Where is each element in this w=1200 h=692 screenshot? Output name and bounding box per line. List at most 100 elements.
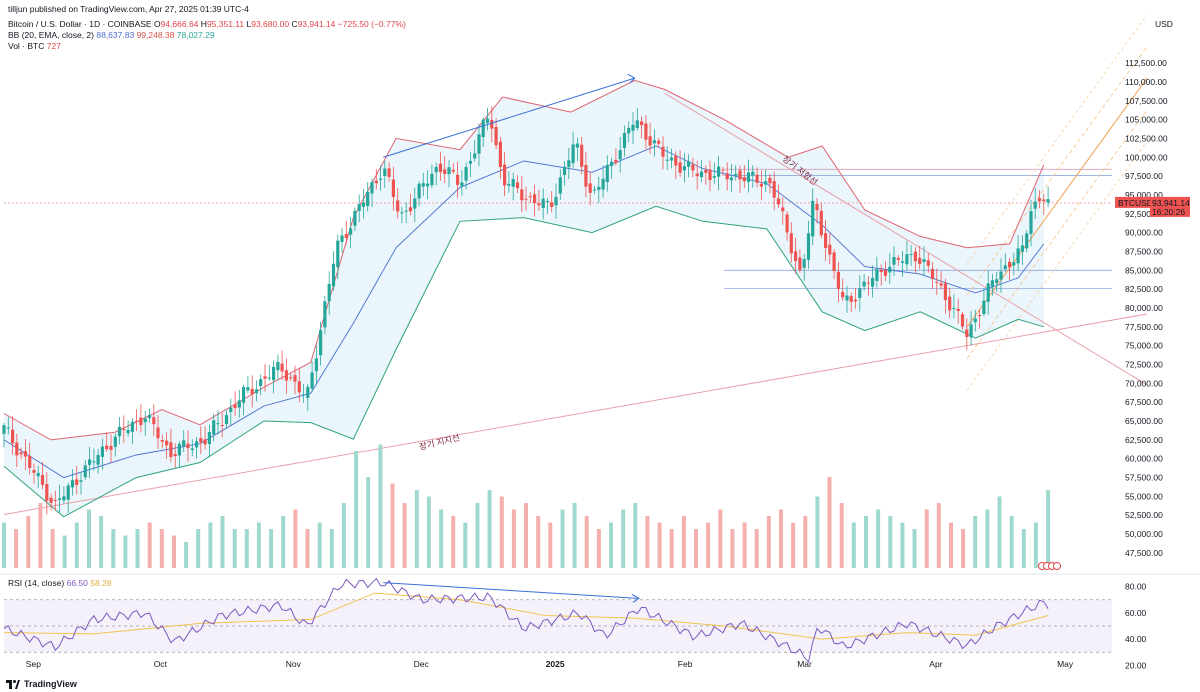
volume-bar <box>536 516 541 568</box>
rsi-ma-value: 58.28 <box>90 578 112 588</box>
footer-brand: TradingView <box>24 679 77 689</box>
volume-bar <box>912 529 917 568</box>
candle-body <box>995 279 999 284</box>
candle-body <box>130 421 134 432</box>
y-axis-tick-label: 110,000.00 <box>1125 77 1167 87</box>
candle-body <box>618 150 622 160</box>
candle-body <box>678 162 682 173</box>
volume-bar <box>961 529 966 568</box>
y-axis-tick-label: 65,000.00 <box>1125 416 1163 426</box>
candle-body <box>738 170 742 180</box>
volume-bar <box>791 522 796 568</box>
candle-body <box>832 252 836 271</box>
candle-body <box>507 183 511 186</box>
candle-body <box>845 295 849 301</box>
candle-body <box>344 234 348 238</box>
symbol-ohlc-line: Bitcoin / U.S. Dollar · 1D · COINBASE O9… <box>8 19 406 29</box>
y-axis-tick-label: 92,500.00 <box>1125 209 1163 219</box>
candle-body <box>169 442 173 457</box>
candle-body <box>468 160 472 164</box>
close-value: 93,941.14 <box>297 19 336 29</box>
x-axis-tick-label: Mar <box>797 659 812 669</box>
volume-bar <box>584 516 589 568</box>
candle-body <box>815 204 819 211</box>
candle-body <box>648 136 652 146</box>
volume-bar <box>851 522 856 568</box>
volume-bar <box>208 522 213 568</box>
candle-body <box>96 454 100 465</box>
low-label: L <box>246 19 252 29</box>
x-axis-tick-label: Dec <box>414 659 430 669</box>
candle-body <box>605 165 609 182</box>
candle-body <box>575 143 579 148</box>
volume-legend-line[interactable]: Vol · BTC 727 <box>8 41 61 51</box>
candle-body <box>674 155 678 166</box>
candle-body <box>772 181 776 198</box>
candle-body <box>661 146 665 157</box>
candle-body <box>841 292 845 298</box>
candle-body <box>224 415 229 425</box>
candle-body <box>408 207 413 212</box>
divergence-arrow-rsi <box>383 582 640 599</box>
candle-body <box>973 318 977 323</box>
rsi-y-tick-label: 20.00 <box>1125 660 1147 670</box>
candle-body <box>695 173 699 177</box>
candle-body <box>969 324 973 338</box>
rsi-legend[interactable]: RSI (14, close) 66.50 58.28 <box>8 578 112 588</box>
candle-body <box>152 417 156 425</box>
volume-bar <box>463 522 468 568</box>
y-axis-tick-label: 97,500.00 <box>1125 171 1163 181</box>
volume-bar <box>196 529 201 568</box>
candle-body <box>742 177 746 182</box>
volume-bar <box>997 496 1002 568</box>
currency-label[interactable]: USD <box>1155 19 1173 29</box>
candle-body <box>580 144 584 167</box>
volume-bar <box>657 522 662 568</box>
candle-body <box>32 470 36 473</box>
candle-body <box>759 183 763 187</box>
candle-body <box>990 280 994 287</box>
open-label: O <box>153 19 161 29</box>
candle-body <box>122 429 126 431</box>
candle-body <box>755 174 759 183</box>
candle-body <box>999 271 1003 280</box>
candle-body <box>640 121 644 126</box>
candle-body <box>182 440 186 447</box>
tradingview-logo-icon <box>6 679 20 689</box>
candle-body <box>391 179 395 197</box>
candle-body <box>905 254 909 265</box>
symbol-tag-label: BTCUSD <box>1118 198 1153 208</box>
volume-bar <box>572 503 577 568</box>
candle-body <box>23 451 27 457</box>
candle-body <box>143 418 147 423</box>
candle-body <box>918 257 922 264</box>
candle-body <box>58 498 62 500</box>
candle-body <box>1016 248 1020 264</box>
y-axis-tick-label: 85,000.00 <box>1125 265 1163 275</box>
volume-bar <box>341 503 346 568</box>
volume-bar <box>74 522 79 568</box>
bb-legend-line[interactable]: BB (20, EMA, close, 2) 88,637.83 99,248.… <box>8 30 215 40</box>
candle-body <box>340 235 344 243</box>
open-value: 94,666.64 <box>160 19 199 29</box>
low-value: 93,680.00 <box>251 19 290 29</box>
vol-label: Vol · BTC <box>8 41 45 51</box>
candle-body <box>785 214 789 233</box>
candle-body <box>567 160 571 167</box>
candle-body <box>203 439 207 445</box>
y-axis-tick-label: 57,500.00 <box>1125 473 1163 483</box>
tradingview-footer[interactable]: TradingView <box>6 679 77 689</box>
volume-bar <box>864 516 868 568</box>
symbol-title[interactable]: Bitcoin / U.S. Dollar · 1D · COINBASE <box>8 19 152 29</box>
candle-body <box>314 358 318 372</box>
candle-body <box>404 210 408 212</box>
volume-bar <box>1046 490 1051 568</box>
candle-body <box>421 183 425 187</box>
symbol-tag-box <box>1115 196 1151 208</box>
candle-body <box>892 257 896 265</box>
candle-body <box>1012 262 1016 266</box>
candle-body <box>485 118 490 123</box>
candle-body <box>545 201 549 202</box>
y-axis-tick-label: 75,000.00 <box>1125 341 1163 351</box>
